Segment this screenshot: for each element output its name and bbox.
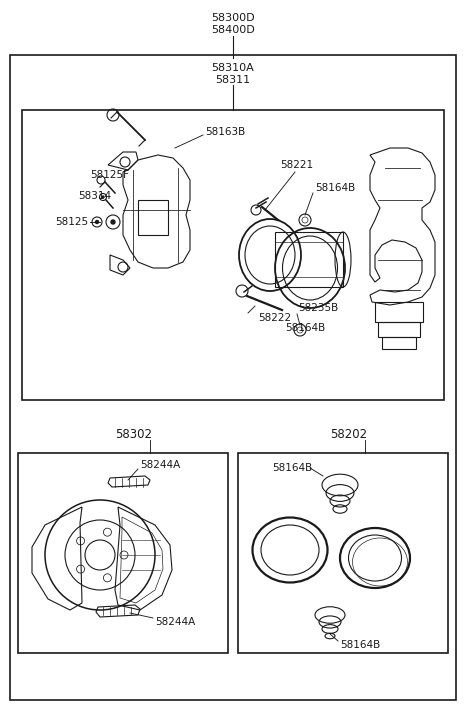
Text: 58164B: 58164B (272, 463, 312, 473)
Text: 58400D: 58400D (211, 25, 255, 35)
Bar (275, 232, 343, 287)
Text: 58235B: 58235B (298, 303, 338, 313)
Bar (138, 200, 168, 235)
Bar (18, 453, 228, 653)
Text: 58125: 58125 (55, 217, 88, 227)
Text: 58221: 58221 (280, 160, 313, 170)
Text: 58202: 58202 (330, 428, 367, 441)
Text: 58164B: 58164B (315, 183, 355, 193)
Text: 58310A: 58310A (212, 63, 254, 73)
Circle shape (111, 220, 115, 224)
Text: 58300D: 58300D (211, 13, 255, 23)
Text: 58164B: 58164B (285, 323, 325, 333)
Text: 58125F: 58125F (90, 170, 129, 180)
Bar (238, 453, 448, 653)
Circle shape (102, 196, 104, 198)
Bar (378, 322, 420, 337)
Bar (382, 337, 416, 349)
Text: 58244A: 58244A (155, 617, 195, 627)
Bar (10, 55, 456, 700)
Text: 58314: 58314 (78, 191, 111, 201)
Circle shape (96, 220, 98, 223)
Bar (375, 302, 423, 322)
Text: 58163B: 58163B (205, 127, 245, 137)
Text: 58222: 58222 (258, 313, 291, 323)
Bar (22, 110, 444, 400)
Text: 58311: 58311 (215, 75, 251, 85)
Text: 58302: 58302 (115, 428, 152, 441)
Text: 58164B: 58164B (340, 640, 380, 650)
Text: 58244A: 58244A (140, 460, 180, 470)
